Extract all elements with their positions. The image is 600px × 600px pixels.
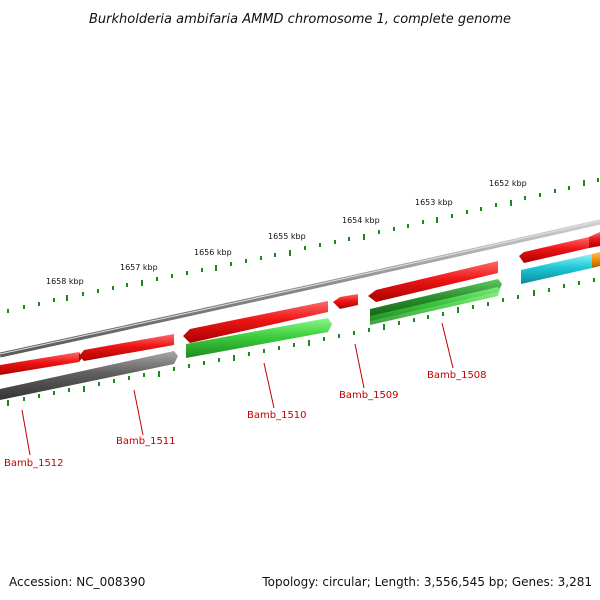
gene-label-bamb-1510[interactable]: Bamb_1510 <box>247 410 307 421</box>
label-leaders <box>21 322 454 456</box>
gene-cyan-right[interactable] <box>521 254 596 284</box>
gene-label-bamb-1511[interactable]: Bamb_1511 <box>116 436 176 447</box>
gene-orange-right[interactable] <box>592 252 600 268</box>
gene-label-bamb-1508[interactable]: Bamb_1508 <box>427 370 487 381</box>
gene-label-bamb-1509[interactable]: Bamb_1509 <box>339 390 399 401</box>
forward-strand-features <box>0 252 600 400</box>
scale-label-1656: 1656 kbp <box>194 248 232 257</box>
accession-label: Accession: NC_008390 <box>9 575 145 589</box>
gene-bamb-1512-reverse[interactable] <box>0 352 79 375</box>
outer-ticks <box>7 178 599 313</box>
scale-label-1658: 1658 kbp <box>46 277 84 286</box>
gene-bamb-1509[interactable] <box>333 294 358 309</box>
scale-label-1652: 1652 kbp <box>489 179 527 188</box>
scale-label-1653: 1653 kbp <box>415 198 453 207</box>
map-title: Burkholderia ambifaria AMMD chromosome 1… <box>89 12 511 27</box>
gene-red-right[interactable] <box>368 261 498 302</box>
gene-red-middle[interactable] <box>183 301 328 343</box>
genome-summary: Topology: circular; Length: 3,556,545 bp… <box>261 575 592 589</box>
gene-label-bamb-1512[interactable]: Bamb_1512 <box>4 458 64 469</box>
gene-bamb-1511[interactable] <box>0 351 178 400</box>
scale-label-1654: 1654 kbp <box>342 216 380 225</box>
reverse-strand-features <box>0 232 600 375</box>
gene-red-left[interactable] <box>79 334 174 361</box>
scale-label-1655: 1655 kbp <box>268 232 306 241</box>
gene-red-far-right[interactable] <box>519 237 589 263</box>
scale-label-1657: 1657 kbp <box>120 263 158 272</box>
gene-bamb-1510[interactable] <box>186 318 332 358</box>
inner-ticks <box>7 278 595 406</box>
chromosome-backbone <box>0 219 600 358</box>
